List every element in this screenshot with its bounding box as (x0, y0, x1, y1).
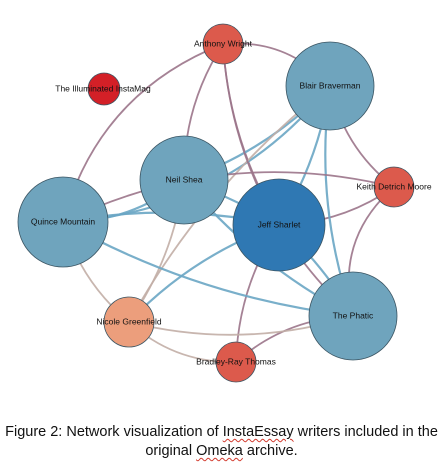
caption-suffix: archive. (242, 443, 298, 459)
node-label-bradley: Bradley-Ray Thomas (196, 356, 276, 366)
node-anthony[interactable]: Anthony Wright (194, 23, 253, 65)
network-graph-svg: Jeff Sharlet Blair Braverman The Phatic Qui… (17, 23, 432, 383)
nodes-layer: Jeff Sharlet Blair Braverman The Phatic Qui… (17, 23, 432, 383)
node-label-neil: Neil Shea (166, 174, 203, 184)
figure-caption: Figure 2: Network visualization of Insta… (0, 423, 443, 461)
node-circle-nicole[interactable] (103, 296, 155, 348)
node-circle-phatic[interactable] (308, 271, 398, 361)
node-label-anthony: Anthony Wright (194, 38, 253, 48)
node-neil[interactable]: Neil Shea (139, 135, 229, 225)
node-label-illuminated: The Illuminated InstaMag (55, 83, 151, 93)
node-keith[interactable]: Keith Detrich Moore (356, 166, 432, 208)
node-label-nicole: Nicole Greenfield (96, 316, 161, 326)
network-graph: Jeff Sharlet Blair Braverman The Phatic Qui… (17, 23, 432, 383)
node-circle-illuminated[interactable] (87, 72, 121, 106)
node-phatic[interactable]: The Phatic (308, 271, 398, 361)
node-jeff[interactable]: Jeff Sharlet (232, 178, 326, 272)
node-nicole[interactable]: Nicole Greenfield (96, 296, 162, 348)
node-illuminated[interactable]: The Illuminated InstaMag (55, 72, 151, 106)
node-circle-blair[interactable] (285, 41, 375, 131)
node-label-keith: Keith Detrich Moore (356, 181, 431, 191)
node-circle-quince[interactable] (17, 176, 109, 268)
node-label-phatic: The Phatic (333, 310, 374, 320)
node-label-quince: Quince Mountain (31, 216, 96, 226)
caption-term-instaessay: InstaEssay (222, 424, 294, 440)
caption-middle: writers included in the original (145, 424, 438, 459)
caption-prefix: Figure 2: Network visualization of (5, 424, 223, 440)
node-circle-neil[interactable] (139, 135, 229, 225)
node-circle-bradley[interactable] (215, 341, 257, 383)
node-blair[interactable]: Blair Braverman (285, 41, 375, 131)
node-quince[interactable]: Quince Mountain (17, 176, 109, 268)
node-circle-anthony[interactable] (202, 23, 244, 65)
node-circle-jeff[interactable] (232, 178, 326, 272)
node-bradley[interactable]: Bradley-Ray Thomas (196, 341, 276, 383)
node-label-blair: Blair Braverman (300, 80, 361, 90)
node-circle-keith[interactable] (373, 166, 415, 208)
node-label-jeff: Jeff Sharlet (258, 219, 301, 229)
caption-term-omeka: Omeka (196, 443, 243, 459)
